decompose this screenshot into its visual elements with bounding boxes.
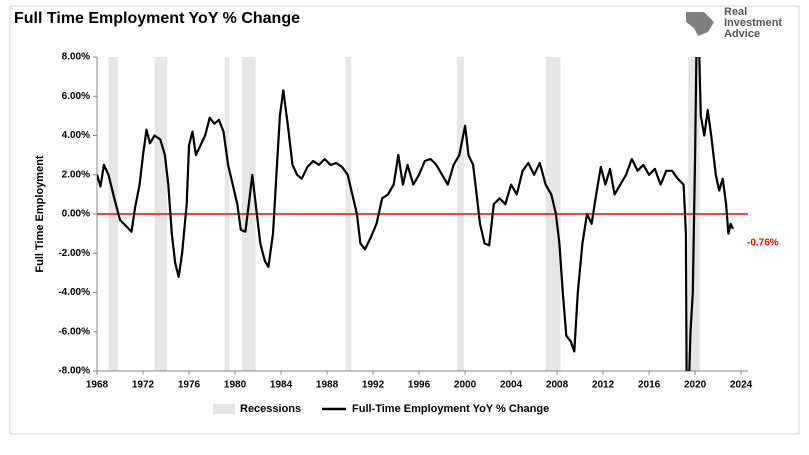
x-tick-label: 1992	[362, 380, 385, 391]
y-tick-label: 4.00%	[62, 130, 90, 141]
y-tick-label: -6.00%	[58, 326, 90, 337]
y-tick-label: -4.00%	[58, 287, 90, 298]
legend-swatch	[213, 404, 235, 414]
y-tick-label: 6.00%	[62, 91, 90, 102]
x-tick-label: 2024	[730, 380, 753, 391]
x-tick-label: 2000	[454, 380, 477, 391]
y-tick-label: -2.00%	[58, 248, 90, 259]
x-tick-label: 1972	[132, 380, 155, 391]
y-axis-label: Full Time Employment	[34, 155, 46, 272]
series-line	[97, 57, 735, 371]
annotation: -0.76%	[747, 238, 779, 249]
x-tick-label: 2004	[500, 380, 523, 391]
logo-text: Advice	[724, 28, 760, 40]
x-tick-label: 1988	[316, 380, 339, 391]
x-tick-label: 2020	[684, 380, 707, 391]
x-tick-label: 2016	[638, 380, 661, 391]
y-tick-label: -8.00%	[58, 366, 90, 377]
y-tick-label: 8.00%	[62, 52, 90, 63]
x-tick-label: 1968	[86, 380, 109, 391]
x-tick-label: 1996	[408, 380, 431, 391]
logo-icon	[686, 12, 714, 36]
x-tick-label: 1980	[224, 380, 247, 391]
chart-title: Full Time Employment YoY % Change	[14, 10, 300, 27]
logo-text: Real	[724, 6, 747, 18]
chart-border	[9, 5, 800, 435]
legend-label: Recessions	[240, 403, 301, 415]
legend-label: Full-Time Employment YoY % Change	[352, 403, 549, 415]
x-tick-label: 1976	[178, 380, 201, 391]
logo-text: Investment	[724, 17, 782, 29]
x-tick-label: 2008	[546, 380, 569, 391]
y-tick-label: 0.00%	[62, 209, 90, 220]
y-tick-label: 2.00%	[62, 169, 90, 180]
x-tick-label: 1984	[270, 380, 293, 391]
x-tick-label: 2012	[592, 380, 615, 391]
